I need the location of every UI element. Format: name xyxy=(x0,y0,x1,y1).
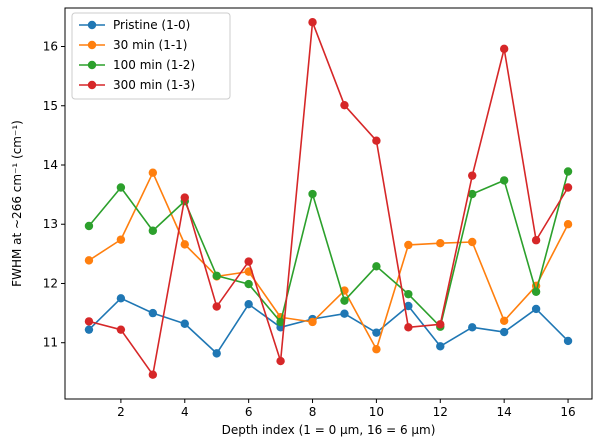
legend: Pristine (1-0) 30 min (1-1) 100 min (1-2) 3… xyxy=(71,12,231,100)
y-tick-label: 16 xyxy=(43,40,58,54)
y-tick-label: 13 xyxy=(43,217,58,231)
data-point xyxy=(531,236,541,245)
data-point xyxy=(276,356,285,366)
legend-entry-label: 100 min (1-2) xyxy=(113,58,195,72)
y-tick-label: 12 xyxy=(43,276,58,290)
y-tick-label: 11 xyxy=(43,336,58,350)
x-tick-label: 6 xyxy=(245,405,253,419)
legend-entry-label: 30 min (1-1) xyxy=(113,38,188,52)
data-point xyxy=(244,279,253,289)
data-point xyxy=(84,256,94,265)
x-tick-label: 12 xyxy=(433,405,448,419)
data-point xyxy=(436,320,445,329)
data-point xyxy=(116,294,126,303)
x-axis-label: Depth index (1 = 0 μm, 16 = 6 μm) xyxy=(222,423,436,437)
plot-area xyxy=(84,18,573,379)
x-tick-label: 14 xyxy=(497,405,512,419)
data-point xyxy=(372,136,381,145)
data-point xyxy=(531,287,541,296)
data-point xyxy=(212,302,221,311)
x-tick-label: 2 xyxy=(117,405,125,419)
data-point xyxy=(148,168,158,177)
data-point xyxy=(372,345,381,354)
data-point xyxy=(563,220,573,229)
data-point xyxy=(212,349,221,358)
data-point xyxy=(84,221,94,231)
data-point xyxy=(404,323,413,332)
data-point xyxy=(308,18,317,27)
data-point xyxy=(499,44,509,54)
data-point xyxy=(563,336,573,346)
data-point xyxy=(84,317,94,326)
legend-swatch-marker xyxy=(87,40,97,50)
data-point xyxy=(244,257,253,266)
data-point xyxy=(404,289,413,299)
legend-box xyxy=(71,12,231,100)
series-0 xyxy=(84,294,573,358)
legend-entry-label: 300 min (1-3) xyxy=(113,78,195,92)
y-tick-label: 15 xyxy=(43,99,58,113)
series-line xyxy=(88,21,569,376)
data-point xyxy=(84,325,94,334)
data-point xyxy=(499,176,509,185)
data-point xyxy=(180,240,189,249)
data-point xyxy=(116,235,126,244)
data-point xyxy=(531,304,541,314)
series-2 xyxy=(84,167,573,331)
legend-swatch-marker xyxy=(87,20,97,30)
legend-swatch-marker xyxy=(87,80,97,90)
x-tick-label: 16 xyxy=(560,405,575,419)
axis-ticks: 2 4 6 8 10 12 14 16 11 12 13 14 15 16 xyxy=(43,40,576,419)
legend-entry-label: Pristine (1-0) xyxy=(113,18,190,32)
series-3 xyxy=(84,18,573,379)
series-line xyxy=(88,297,569,355)
data-point xyxy=(116,183,126,192)
data-point xyxy=(340,296,349,305)
data-point xyxy=(308,317,317,327)
data-point xyxy=(468,171,477,180)
data-point xyxy=(244,300,253,309)
data-point xyxy=(180,319,189,328)
x-tick-label: 10 xyxy=(369,405,384,419)
data-point xyxy=(499,327,509,337)
data-point xyxy=(436,342,445,351)
data-point xyxy=(499,316,509,325)
data-point xyxy=(404,240,413,250)
data-point xyxy=(372,262,381,271)
data-point xyxy=(148,226,158,235)
data-point xyxy=(404,301,413,311)
data-point xyxy=(468,237,477,247)
x-tick-label: 8 xyxy=(309,405,317,419)
data-point xyxy=(180,193,189,202)
data-point xyxy=(212,271,221,280)
data-point xyxy=(148,370,158,379)
series-line xyxy=(88,171,569,351)
data-point xyxy=(468,189,477,199)
x-tick-label: 4 xyxy=(181,405,189,419)
y-tick-label: 14 xyxy=(43,158,58,172)
legend-swatch-marker xyxy=(87,60,97,70)
data-point xyxy=(340,309,349,318)
data-point xyxy=(372,328,381,337)
data-point xyxy=(563,183,573,192)
data-point xyxy=(116,325,126,334)
data-point xyxy=(276,317,285,327)
data-point xyxy=(436,238,445,248)
y-axis-label: FWHM at ~266 cm⁻¹ (cm⁻¹) xyxy=(10,120,24,287)
data-point xyxy=(340,100,349,110)
plot-frame xyxy=(64,7,593,400)
data-point xyxy=(563,167,573,176)
data-point xyxy=(468,323,477,332)
data-point xyxy=(308,189,317,199)
series-line xyxy=(88,171,569,328)
data-point xyxy=(148,308,158,318)
